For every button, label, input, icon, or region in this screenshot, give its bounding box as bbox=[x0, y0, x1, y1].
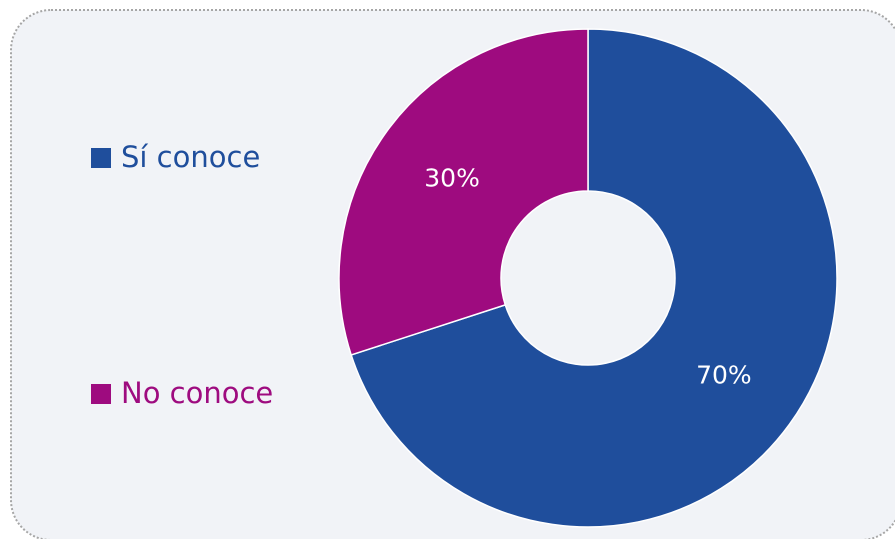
donut-slice bbox=[338, 28, 589, 356]
legend-swatch bbox=[91, 384, 111, 404]
legend-label: No conoce bbox=[121, 376, 273, 410]
donut-slice bbox=[350, 28, 838, 528]
legend-label: Sí conoce bbox=[121, 140, 260, 174]
data-label: 30% bbox=[424, 163, 480, 192]
legend-swatch bbox=[91, 148, 111, 168]
data-label: 70% bbox=[696, 361, 752, 390]
